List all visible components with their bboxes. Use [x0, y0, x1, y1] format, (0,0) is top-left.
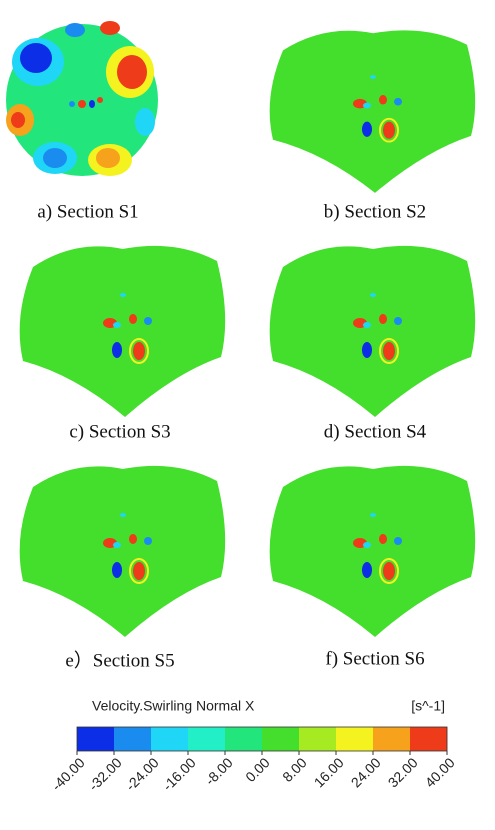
caption: b) Section S2: [324, 201, 426, 222]
colorbar-segment: [262, 727, 299, 751]
colorbar-segment: [225, 727, 262, 751]
colorbar-tick-label: -8.00: [202, 754, 236, 788]
colorbar-segment: [299, 727, 336, 751]
contour-s6: [270, 466, 476, 637]
contour-s3: [20, 246, 226, 417]
colorbar-segment: [114, 727, 151, 751]
colorbar-segment: [151, 727, 188, 751]
colorbar-segment: [410, 727, 447, 751]
colorbar-segment: [336, 727, 373, 751]
colorbar-tick-label: 32.00: [385, 754, 421, 790]
colorbar-segment: [373, 727, 410, 751]
caption: e）Section S5: [65, 649, 174, 671]
colorbar-tick-label: -32.00: [85, 754, 125, 794]
contour-s5: [20, 466, 226, 637]
contour-s2: [270, 30, 476, 193]
colorbar-segment: [77, 727, 114, 751]
colorbar-tick-label: -24.00: [122, 754, 162, 794]
colorbar-tick-label: 8.00: [279, 754, 310, 785]
caption: c) Section S3: [69, 421, 170, 442]
colorbar-tick-label: 40.00: [422, 754, 458, 790]
colorbar-title: Velocity.Swirling Normal X: [92, 698, 255, 714]
colorbar-tick-label: 0.00: [242, 754, 273, 785]
colorbar-tick-label: 24.00: [348, 754, 384, 790]
colorbar-tick-label: -16.00: [159, 754, 199, 794]
contour-s1: [6, 21, 158, 176]
figure: a) Section S1 b) Section S2 c) Section S…: [0, 0, 495, 830]
caption: f) Section S6: [325, 648, 424, 669]
colorbar-segment: [188, 727, 225, 751]
colorbar-unit: [s^-1]: [411, 698, 445, 714]
caption: d) Section S4: [324, 421, 427, 442]
caption: a) Section S1: [37, 201, 138, 222]
colorbar-tick-label: -40.00: [48, 754, 88, 794]
contour-s4: [270, 246, 476, 417]
colorbar-tick-label: 16.00: [311, 754, 347, 790]
figure-canvas: a) Section S1 b) Section S2 c) Section S…: [0, 0, 495, 830]
